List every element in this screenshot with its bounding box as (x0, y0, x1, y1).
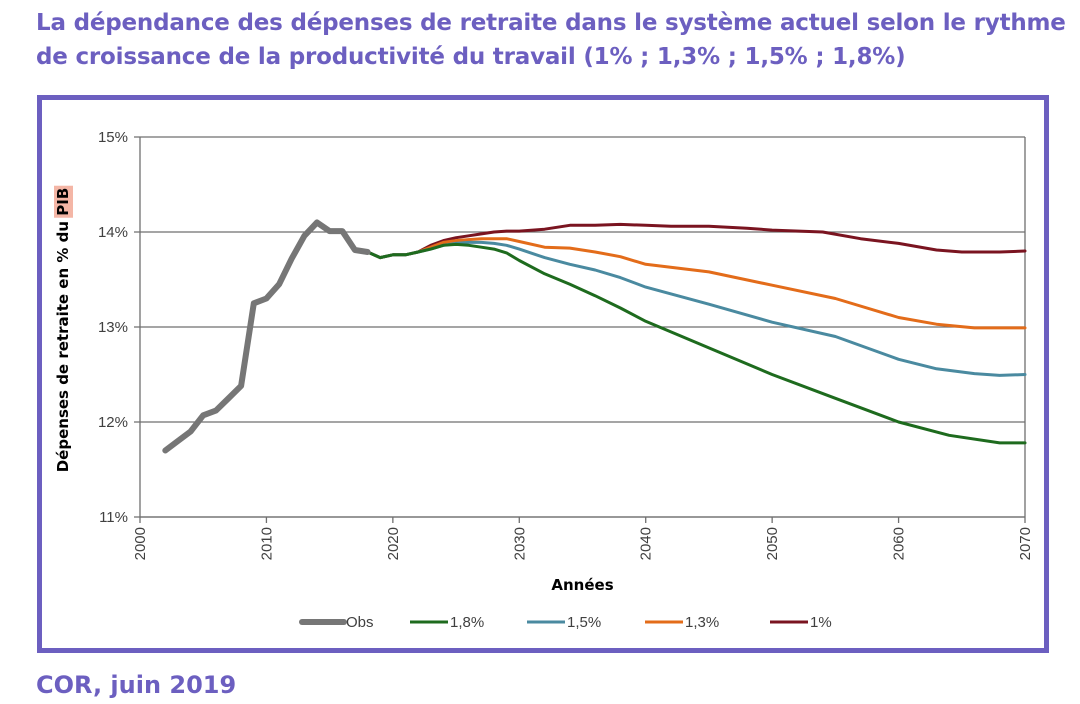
legend-label-4: 1% (810, 614, 832, 631)
x-tick-labels: 2000 2010 2020 2030 2040 2050 2060 2070 (132, 527, 1034, 560)
x-tick-label: 2010 (258, 527, 275, 560)
x-axis-title: Années (551, 576, 613, 594)
series-line-3 (366, 237, 1027, 330)
page-title: La dépendance des dépenses de retraite d… (36, 10, 1066, 70)
y-tick-label: 15% (98, 129, 128, 146)
x-tick-label: 2030 (511, 527, 528, 560)
legend-label-2: 1,5% (567, 614, 601, 631)
x-tick-label: 2020 (385, 527, 402, 560)
y-tick-label: 11% (99, 509, 128, 526)
line-chart: 11% 12% 13% 14% 15% 2000 2010 2020 2030 2040 2050… (54, 129, 1034, 631)
series-lines (162, 219, 1027, 454)
source-label: COR, juin 2019 (36, 671, 237, 699)
y-axis-title-text: Dépenses de retraite en % du PIB (54, 188, 72, 473)
y-tick-label: 12% (98, 414, 128, 431)
y-axis-title: Dépenses de retraite en % du PIB (54, 185, 73, 473)
y-tick-labels: 11% 12% 13% 14% 15% (98, 129, 128, 526)
x-tick-label: 2060 (891, 527, 908, 560)
x-tick-label: 2000 (132, 527, 149, 560)
series-line-0 (162, 219, 371, 454)
legend-label-3: 1,3% (685, 614, 719, 631)
chart-frame: 11% 12% 13% 14% 15% 2000 2010 2020 2030 2040 2050… (37, 95, 1049, 653)
grid-lines (134, 136, 1025, 518)
series-line-1 (366, 242, 1027, 445)
pib-highlight (54, 185, 73, 218)
legend-label-0: Obs (346, 614, 374, 631)
y-tick-label: 14% (98, 224, 128, 241)
y-tick-label: 13% (98, 319, 128, 336)
x-tick-label: 2070 (1017, 527, 1034, 560)
x-tick-label: 2040 (638, 527, 655, 560)
x-tick-label: 2050 (764, 527, 781, 560)
legend-label-1: 1,8% (450, 614, 484, 631)
y-axis-title-pib: PIB (54, 188, 72, 216)
legend: Obs 1,8% 1,5% 1,3% 1% (299, 614, 832, 631)
series-line-2 (366, 240, 1027, 377)
y-axis-title-main: Dépenses de retraite en % du (54, 216, 72, 473)
axes (139, 137, 1026, 523)
